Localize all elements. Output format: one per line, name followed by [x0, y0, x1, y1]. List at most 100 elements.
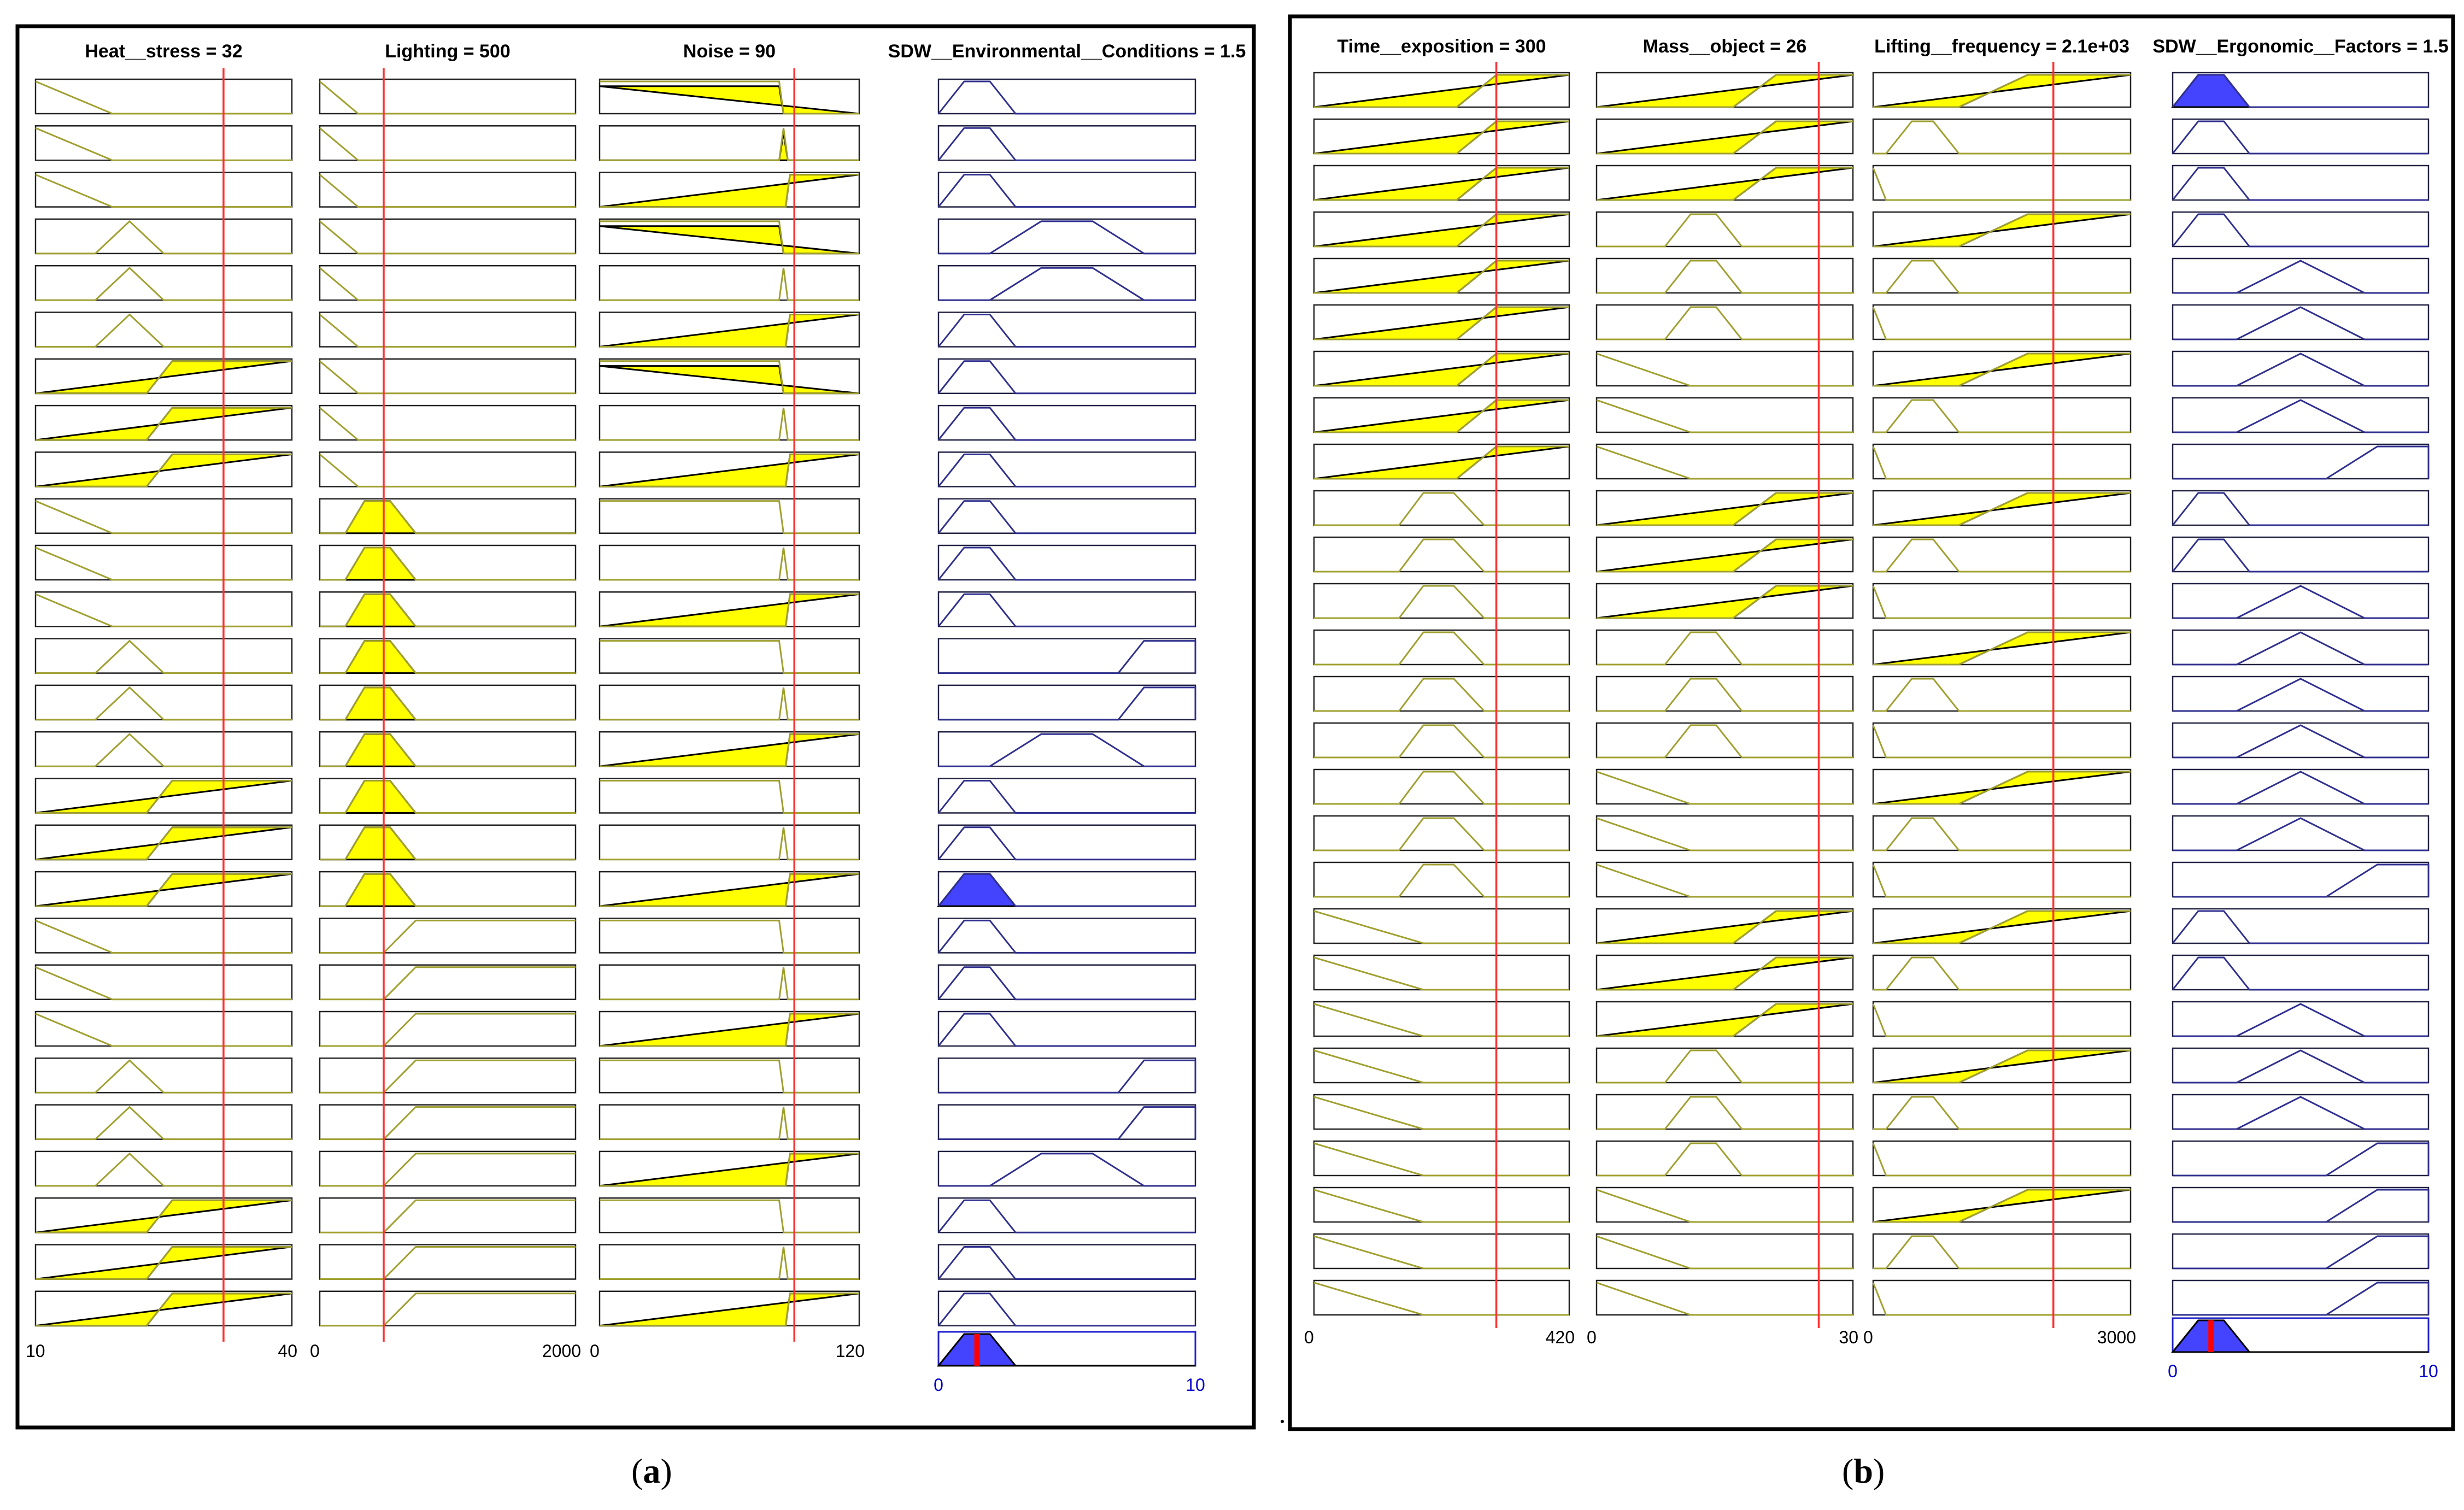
rule-cell-box: [937, 1290, 1196, 1327]
membership-function-curve: [1313, 1189, 1569, 1223]
rule-cell-box: [2172, 257, 2430, 294]
membership-function-curve: [320, 966, 576, 1001]
rule-cell-box: [599, 1057, 860, 1094]
rule-cell: [34, 451, 293, 487]
axis-max-label: 30: [1839, 1327, 1858, 1347]
rule-cell: [34, 1290, 293, 1327]
output-column-4: SDW__Environmental__Conditions = 1.5 0 10: [888, 41, 1246, 1395]
membership-function-curve: [320, 500, 576, 534]
membership-function-curve: [36, 780, 292, 814]
rule-cell-box: [937, 1010, 1196, 1047]
rule-cell-box: [937, 358, 1196, 395]
rule-cell: [34, 1197, 293, 1233]
rule-cell: [937, 451, 1196, 487]
rule-cell-box: [2172, 536, 2430, 573]
membership-function-curve: [320, 1059, 576, 1094]
rule-cell: [599, 312, 860, 348]
membership-function-curve: [2172, 956, 2428, 991]
rule-cell: [937, 498, 1196, 534]
rule-cell: [1313, 629, 1570, 666]
membership-function-curve: [937, 1246, 1195, 1280]
membership-function-curve: [938, 1153, 1195, 1187]
rule-cell: [319, 78, 577, 115]
membership-function-curve: [2173, 1282, 2430, 1316]
membership-function-curve: [36, 1059, 292, 1094]
rule-cell-box: [2172, 118, 2430, 155]
rule-cell-box: [1313, 815, 1570, 851]
rule-cell: [2172, 350, 2430, 387]
variable-title: Lifting__frequency = 2.1e+03: [1874, 36, 2129, 57]
rule-cell: [599, 1150, 860, 1187]
membership-function-curve: [1314, 445, 1569, 480]
membership-function-curve: [937, 127, 1195, 161]
membership-function-curve: [600, 1153, 859, 1187]
rule-cell-box: [1595, 304, 1854, 340]
rule-cell: [937, 1150, 1196, 1187]
rule-cell-box: [937, 638, 1196, 674]
rule-cell: [2172, 908, 2430, 944]
membership-function-curve: [319, 127, 576, 161]
rule-cell: [34, 78, 293, 115]
aggregated-output-area: [2170, 1319, 2428, 1353]
membership-function-curve: [2173, 585, 2428, 619]
membership-function-curve: [1313, 910, 1569, 944]
membership-function-curve: [1872, 167, 2131, 201]
membership-function-curve: [600, 780, 859, 814]
membership-function-curve: [1314, 538, 1569, 573]
membership-function-curve: [2173, 1003, 2428, 1037]
rule-cell: [1595, 675, 1854, 712]
membership-function-curve: [36, 267, 292, 301]
membership-function-curve: [600, 827, 859, 861]
membership-function-curve: [319, 267, 576, 301]
rule-cell: [937, 824, 1196, 861]
membership-function-curve: [1597, 1142, 1853, 1177]
rule-cell-box: [2172, 1279, 2430, 1316]
rule-cell: [34, 125, 293, 161]
rule-cell: [1595, 536, 1854, 573]
membership-function-curve: [36, 360, 292, 395]
membership-function-curve: [1313, 1096, 1569, 1130]
rule-cell: [937, 1057, 1196, 1094]
rule-cell: [1313, 908, 1570, 944]
rule-cell: [599, 1197, 860, 1233]
axis-min-label: 0: [590, 1341, 600, 1361]
membership-function-curve: [1314, 306, 1569, 340]
input-column-1: Time__exposition = 300 0 420: [1304, 36, 1575, 1347]
membership-function-curve: [319, 220, 576, 255]
axis-max-label: 420: [1546, 1327, 1575, 1347]
membership-function-curve: [937, 1199, 1195, 1233]
rule-cell-box: [937, 218, 1196, 255]
rule-cell: [1595, 1140, 1854, 1177]
rule-cell-box: [599, 1104, 860, 1140]
rule-cell-box: [34, 591, 293, 627]
rule-cell: [599, 964, 860, 1001]
rule-cell: [2172, 118, 2430, 155]
membership-function-curve: [320, 733, 576, 767]
rule-cell-box: [34, 172, 293, 208]
rule-cell: [1872, 1186, 2132, 1223]
rule-cell: [1313, 861, 1570, 898]
rule-cell: [1313, 72, 1570, 108]
rule-cell: [319, 684, 577, 721]
membership-function-curve: [1873, 120, 2131, 155]
rule-cell: [1872, 443, 2132, 480]
rule-cell: [1595, 1233, 1854, 1270]
membership-function-curve: [2172, 74, 2428, 108]
membership-function-curve: [2173, 817, 2428, 851]
membership-function-curve: [1596, 445, 1853, 480]
rule-cell: [34, 591, 293, 627]
membership-function-curve: [320, 1106, 576, 1141]
membership-function-curve: [1314, 585, 1569, 619]
rule-cell: [1313, 1140, 1570, 1177]
rule-cell: [1313, 164, 1570, 201]
rule-cell-box: [34, 731, 293, 767]
rule-cell: [34, 684, 293, 721]
membership-function-curve: [319, 360, 576, 395]
rule-cell-box: [319, 265, 577, 301]
membership-function-curve: [1873, 260, 2131, 294]
membership-function-curve: [938, 640, 1196, 674]
membership-function-curve: [35, 547, 292, 581]
rule-cell-box: [1872, 443, 2132, 480]
rule-cell-box: [599, 918, 860, 954]
membership-function-curve: [2173, 863, 2430, 898]
